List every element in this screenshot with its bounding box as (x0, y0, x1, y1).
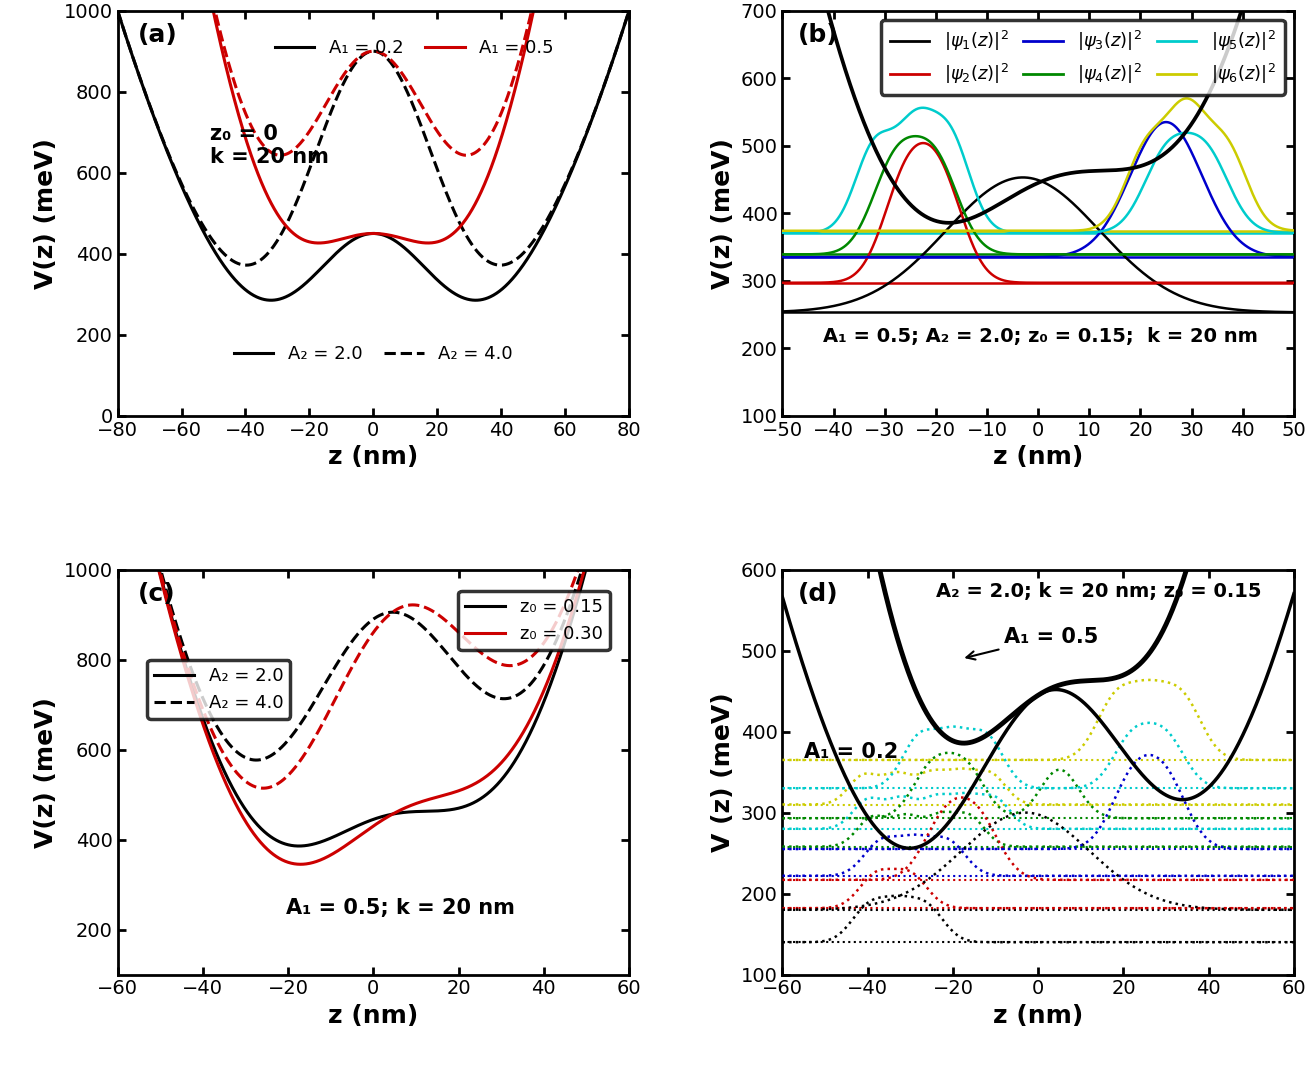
X-axis label: z (nm): z (nm) (993, 1004, 1084, 1028)
Legend: $|\psi_1(z)|^2$, $|\psi_2(z)|^2$, $|\psi_3(z)|^2$, $|\psi_4(z)|^2$, $|\psi_5(z)|: $|\psi_1(z)|^2$, $|\psi_2(z)|^2$, $|\psi… (881, 19, 1285, 95)
Text: (b): (b) (797, 22, 839, 47)
Legend: A₂ = 2.0, A₂ = 4.0: A₂ = 2.0, A₂ = 4.0 (226, 337, 520, 371)
X-axis label: z (nm): z (nm) (328, 1004, 418, 1028)
Text: A₁ = 0.2: A₁ = 0.2 (804, 742, 898, 761)
Text: A₁ = 0.5; A₂ = 2.0; z₀ = 0.15;  k = 20 nm: A₁ = 0.5; A₂ = 2.0; z₀ = 0.15; k = 20 nm (823, 327, 1259, 346)
Text: (c): (c) (139, 582, 175, 606)
Y-axis label: V(z) (meV): V(z) (meV) (34, 696, 58, 847)
Y-axis label: V(z) (meV): V(z) (meV) (711, 138, 735, 289)
Text: z₀ = 0
k = 20 nm: z₀ = 0 k = 20 nm (209, 124, 328, 167)
Legend: z₀ = 0.15, z₀ = 0.30: z₀ = 0.15, z₀ = 0.30 (459, 591, 610, 650)
Text: A₁ = 0.5; k = 20 nm: A₁ = 0.5; k = 20 nm (286, 897, 515, 918)
Text: (d): (d) (797, 582, 839, 606)
Text: (a): (a) (139, 22, 178, 47)
Text: A₂ = 2.0; k = 20 nm; z₀ = 0.15: A₂ = 2.0; k = 20 nm; z₀ = 0.15 (936, 582, 1261, 601)
Text: A₁ = 0.5: A₁ = 0.5 (966, 627, 1098, 660)
Y-axis label: V(z) (meV): V(z) (meV) (34, 138, 58, 289)
X-axis label: z (nm): z (nm) (993, 446, 1084, 469)
Y-axis label: V (z) (meV): V (z) (meV) (711, 692, 735, 851)
X-axis label: z (nm): z (nm) (328, 446, 418, 469)
